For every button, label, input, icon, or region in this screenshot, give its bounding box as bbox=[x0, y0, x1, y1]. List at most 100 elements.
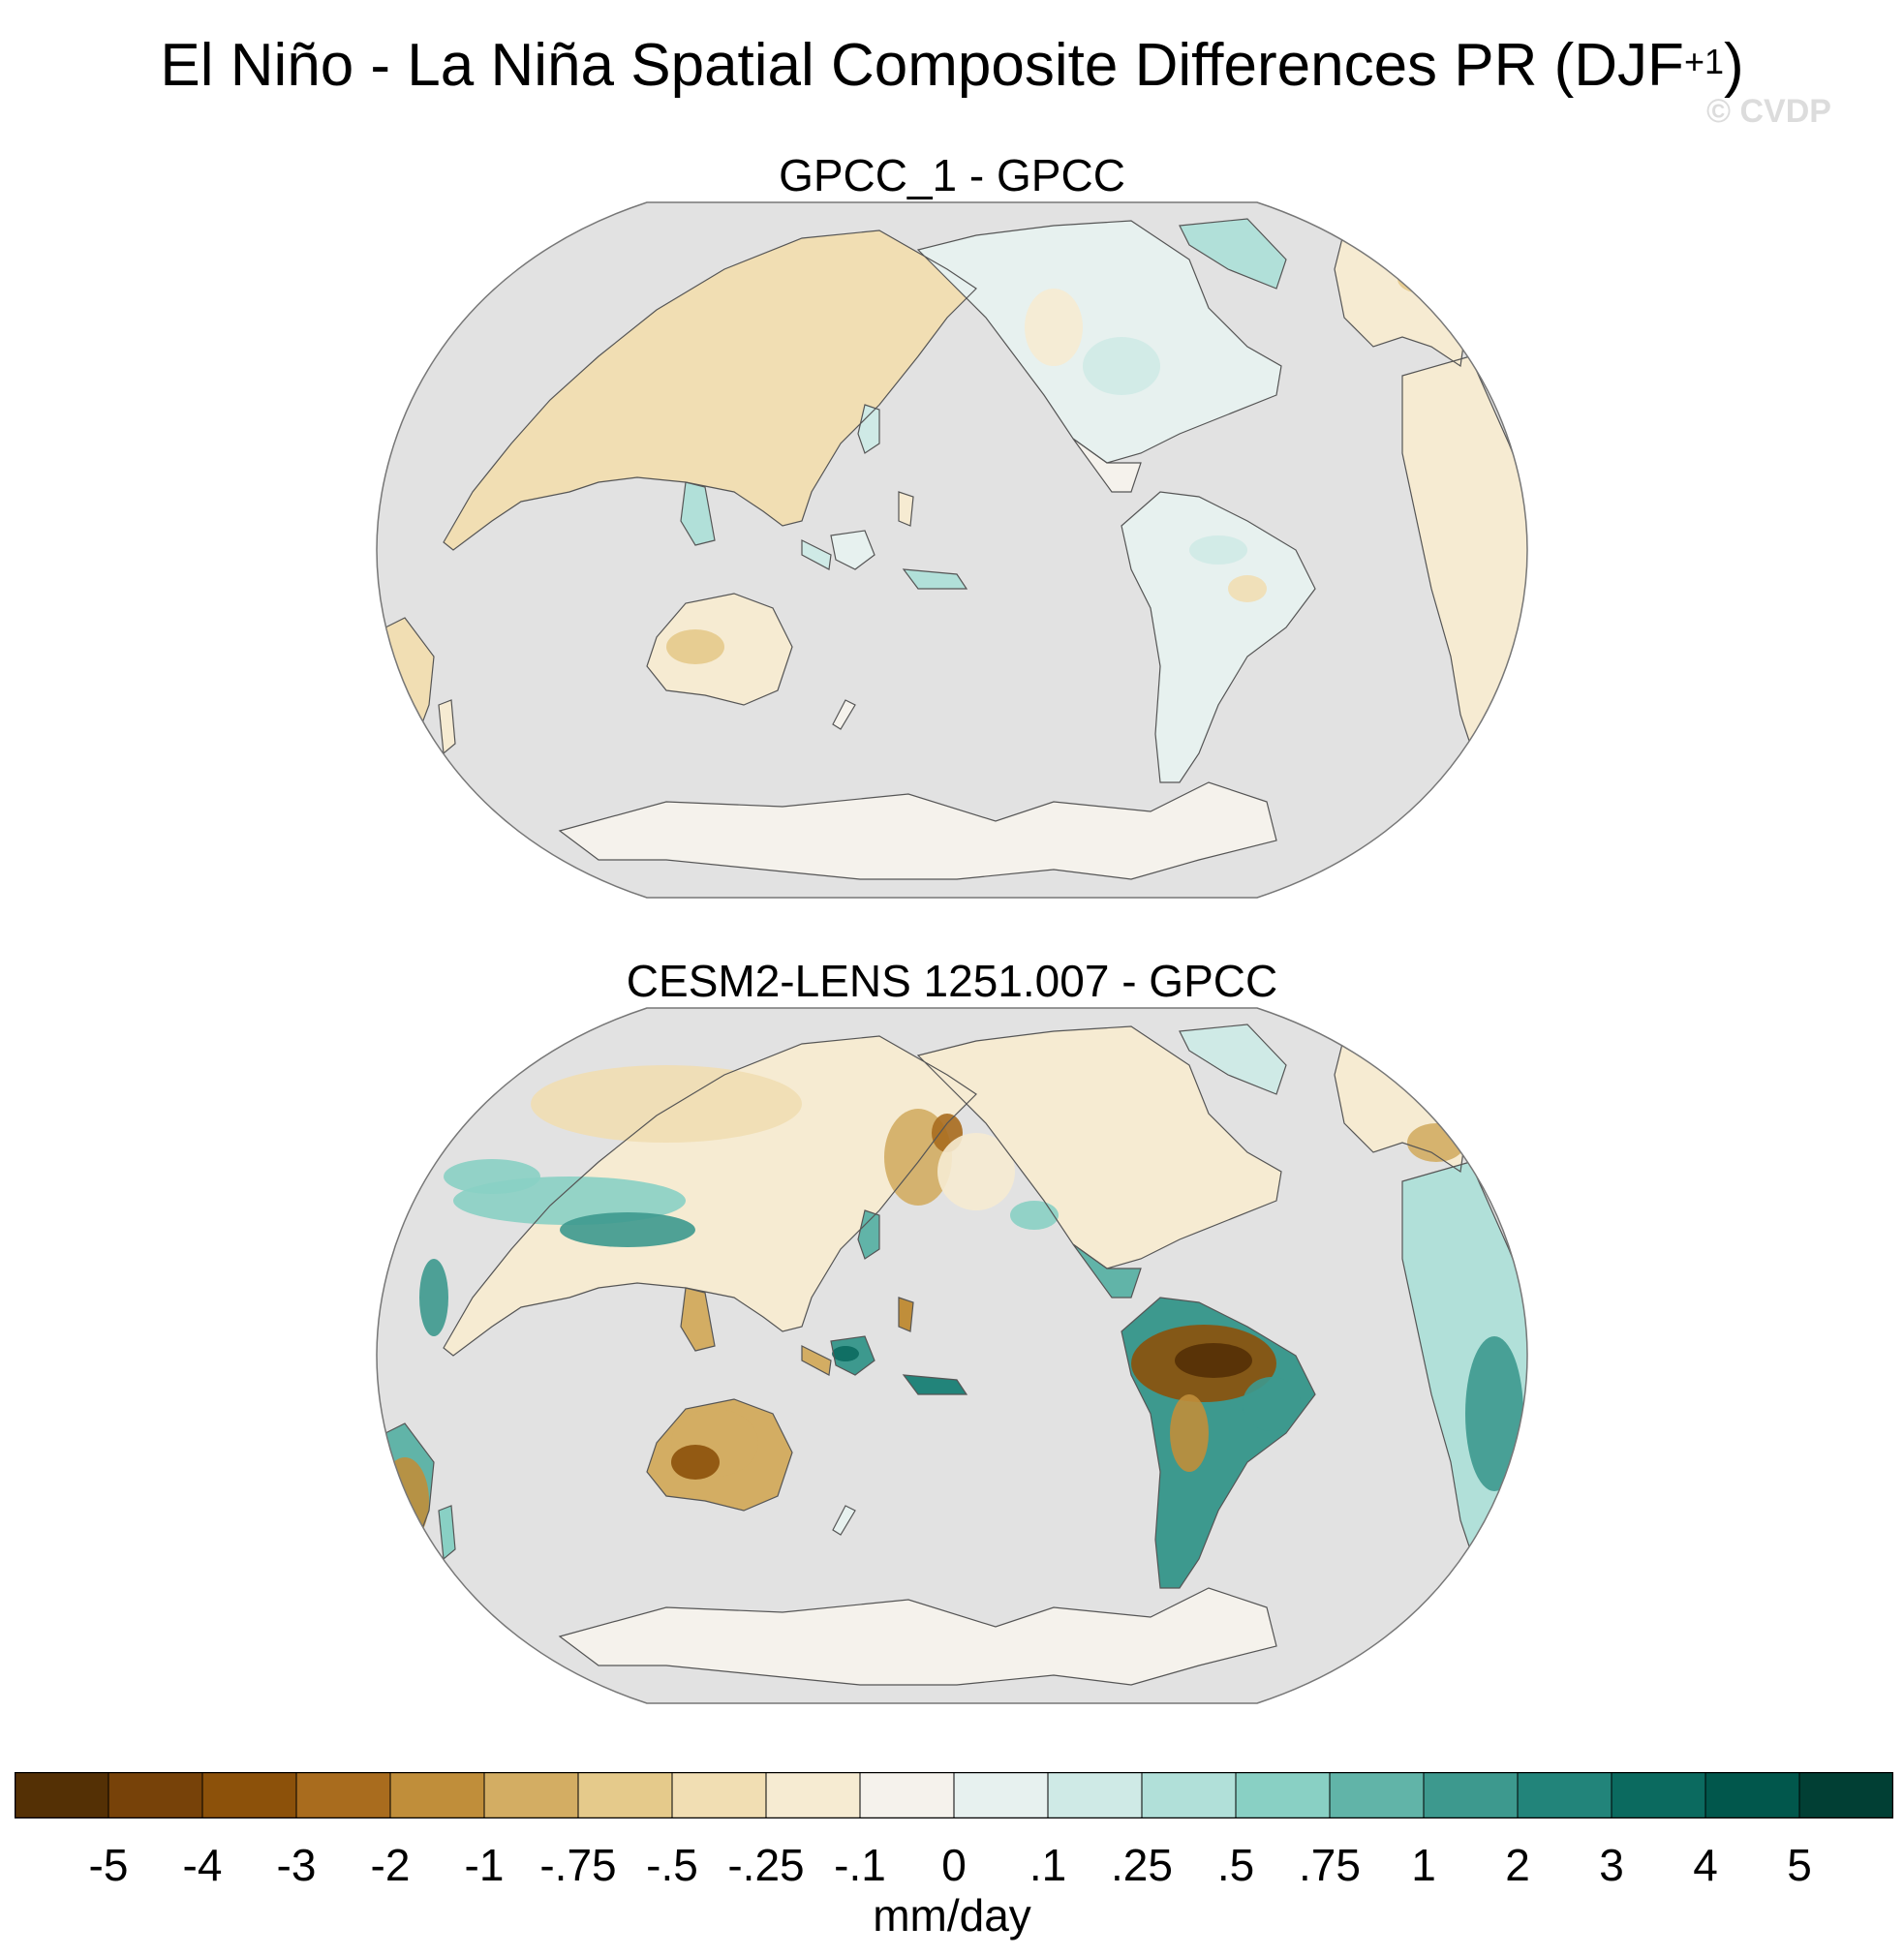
colorbar-tick-label: -.75 bbox=[539, 1840, 617, 1890]
coastline bbox=[801, 539, 832, 570]
coastline bbox=[646, 593, 793, 706]
anomaly-patch bbox=[1170, 1394, 1209, 1472]
anomaly-patch bbox=[937, 1133, 1015, 1210]
colorbar-tick-label: 3 bbox=[1599, 1840, 1624, 1890]
colorbar-tick-label: 2 bbox=[1505, 1840, 1530, 1890]
anomaly-patch bbox=[666, 629, 724, 664]
figure-title-superscript: +1 bbox=[1683, 42, 1724, 81]
colorbar-swatch bbox=[577, 1772, 673, 1818]
coastline bbox=[898, 491, 914, 527]
anomaly-patch bbox=[1175, 1343, 1252, 1378]
coastline bbox=[832, 1505, 856, 1536]
coastline bbox=[1179, 1024, 1287, 1095]
land-sumatra bbox=[802, 1346, 831, 1375]
coastline bbox=[1179, 218, 1287, 290]
land-northamerica bbox=[918, 221, 1281, 463]
coastline bbox=[646, 1398, 793, 1512]
colorbar-swatch bbox=[953, 1772, 1049, 1818]
cvdp-watermark: © CVDP bbox=[1706, 93, 1831, 130]
colorbar-tick-label: .25 bbox=[1111, 1840, 1173, 1890]
coastline bbox=[558, 1587, 1277, 1686]
panel-1-title: GPCC_1 - GPCC bbox=[779, 150, 1125, 200]
colorbar-swatch bbox=[1611, 1772, 1706, 1818]
colorbar-swatch bbox=[1517, 1772, 1612, 1818]
anomaly-patch bbox=[671, 1445, 720, 1480]
anomaly-patch bbox=[1243, 1377, 1301, 1431]
panel-2-map bbox=[376, 1007, 1528, 1704]
land-philippines bbox=[899, 1298, 913, 1331]
coastline bbox=[558, 781, 1277, 880]
land-sumatra bbox=[802, 540, 831, 569]
land-indochina bbox=[681, 482, 715, 545]
coastline bbox=[830, 530, 875, 570]
figure-title-text: El Niño - La Niña Spatial Composite Diff… bbox=[160, 32, 1684, 99]
land-greenland bbox=[1180, 219, 1286, 289]
colorbar-tick-label: 1 bbox=[1411, 1840, 1436, 1890]
colorbar-swatch bbox=[1235, 1772, 1331, 1818]
anomaly-patch bbox=[1228, 575, 1267, 602]
land-philippines bbox=[899, 492, 913, 526]
coastline bbox=[801, 1345, 832, 1376]
land-borneo bbox=[831, 531, 875, 569]
land-indochina bbox=[681, 1288, 715, 1351]
land-eurasia bbox=[444, 1036, 976, 1356]
coastline bbox=[438, 1505, 456, 1561]
anomaly-patch bbox=[560, 1212, 695, 1247]
colorbar-units: mm/day bbox=[873, 1890, 1031, 1941]
colorbar-tick-label: -5 bbox=[88, 1840, 129, 1890]
colorbar-swatch bbox=[1423, 1772, 1519, 1818]
colorbar-tick-label: .75 bbox=[1299, 1840, 1361, 1890]
coastline bbox=[832, 699, 856, 730]
land-japan bbox=[858, 405, 879, 453]
colorbar-swatch bbox=[1329, 1772, 1425, 1818]
coastline bbox=[1072, 1243, 1142, 1299]
colorbar-swatch bbox=[389, 1772, 485, 1818]
land-northamerica bbox=[918, 1026, 1281, 1268]
anomaly-patch bbox=[1397, 264, 1446, 293]
coastline bbox=[680, 481, 716, 546]
land-madagascar bbox=[439, 700, 455, 753]
colorbar-tick-label: -3 bbox=[276, 1840, 317, 1890]
coastline bbox=[830, 1335, 875, 1376]
colorbar-tick-label: -.1 bbox=[834, 1840, 886, 1890]
colorbar-tick-label: -2 bbox=[370, 1840, 411, 1890]
coastline bbox=[680, 1287, 716, 1352]
anomaly-patch bbox=[381, 1457, 429, 1544]
coastline bbox=[902, 1374, 968, 1395]
colorbar-swatch bbox=[1704, 1772, 1800, 1818]
land-eurasia bbox=[444, 230, 976, 550]
map-boundary bbox=[376, 1007, 1528, 1704]
anomaly-patch bbox=[1189, 535, 1247, 565]
figure-title-close: ) bbox=[1723, 32, 1744, 99]
land-nzn bbox=[833, 1506, 855, 1535]
colorbar-tick-label: 0 bbox=[941, 1840, 967, 1890]
land-madagascar bbox=[439, 1506, 455, 1559]
colorbar-tick-label: 4 bbox=[1693, 1840, 1718, 1890]
colorbar-swatch bbox=[1047, 1772, 1143, 1818]
anomaly-patch bbox=[832, 1346, 859, 1361]
coastline bbox=[857, 1209, 880, 1260]
colorbar-tick-label: .5 bbox=[1216, 1840, 1255, 1890]
colorbar bbox=[15, 1772, 1893, 1818]
coastline bbox=[1121, 1297, 1316, 1589]
land-southamerica bbox=[1121, 492, 1315, 782]
colorbar-swatch bbox=[671, 1772, 767, 1818]
colorbar-swatch bbox=[859, 1772, 955, 1818]
land-centralam bbox=[1073, 439, 1141, 492]
anomaly-patch bbox=[1010, 1201, 1059, 1230]
land-centralam bbox=[1073, 1244, 1141, 1298]
anomaly-patch bbox=[1025, 289, 1083, 366]
figure-title: El Niño - La Niña Spatial Composite Diff… bbox=[0, 27, 1904, 105]
land-nzn bbox=[833, 700, 855, 729]
colorbar-outline bbox=[15, 1772, 1893, 1818]
panel-1-map bbox=[376, 201, 1528, 899]
anomaly-patch bbox=[1465, 1336, 1523, 1491]
colorbar-tick-label: -.5 bbox=[646, 1840, 698, 1890]
colorbar-swatch bbox=[15, 1772, 109, 1818]
colorbar-tick-label: -1 bbox=[464, 1840, 505, 1890]
coastline bbox=[898, 1297, 914, 1332]
map-boundary bbox=[376, 201, 1528, 899]
anomaly-patch bbox=[419, 1259, 448, 1336]
coastline bbox=[857, 404, 880, 454]
colorbar-tick-label: -4 bbox=[182, 1840, 223, 1890]
